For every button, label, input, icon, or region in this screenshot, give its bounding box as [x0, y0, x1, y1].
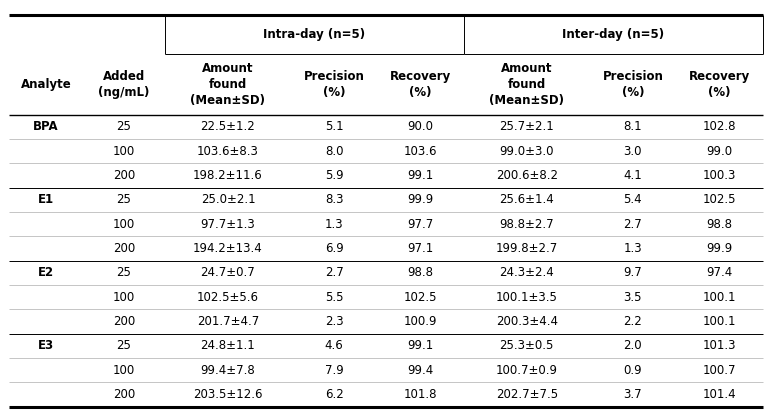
- Text: Recovery
(%): Recovery (%): [689, 70, 750, 99]
- Text: 99.1: 99.1: [408, 339, 434, 352]
- Text: 200: 200: [113, 388, 135, 401]
- Text: 102.5: 102.5: [703, 193, 736, 206]
- Text: 90.0: 90.0: [408, 120, 434, 133]
- Text: 4.1: 4.1: [624, 169, 642, 182]
- Text: Amount
found
(Mean±SD): Amount found (Mean±SD): [191, 62, 266, 107]
- Text: Precision
(%): Precision (%): [303, 70, 364, 99]
- Text: 98.8: 98.8: [408, 266, 434, 279]
- Text: Precision
(%): Precision (%): [602, 70, 663, 99]
- Text: 3.5: 3.5: [624, 291, 642, 304]
- Text: 200.3±4.4: 200.3±4.4: [496, 315, 557, 328]
- Text: 4.6: 4.6: [325, 339, 344, 352]
- Text: 25: 25: [117, 266, 131, 279]
- Text: 99.1: 99.1: [408, 169, 434, 182]
- Text: 198.2±11.6: 198.2±11.6: [193, 169, 262, 182]
- Text: 97.7: 97.7: [408, 218, 434, 231]
- Text: 25: 25: [117, 193, 131, 206]
- Text: 200: 200: [113, 242, 135, 255]
- Text: Added
(ng/mL): Added (ng/mL): [98, 70, 150, 99]
- Text: Intra-day (n=5): Intra-day (n=5): [263, 28, 366, 41]
- Text: 99.9: 99.9: [408, 193, 434, 206]
- Text: 100.7: 100.7: [703, 364, 736, 377]
- Text: 99.0±3.0: 99.0±3.0: [499, 145, 554, 158]
- Text: Inter-day (n=5): Inter-day (n=5): [562, 28, 665, 41]
- Text: 200: 200: [113, 315, 135, 328]
- Text: 101.3: 101.3: [703, 339, 736, 352]
- Text: 97.4: 97.4: [706, 266, 733, 279]
- Text: 1.3: 1.3: [325, 218, 344, 231]
- Text: 3.0: 3.0: [624, 145, 642, 158]
- Text: 2.7: 2.7: [624, 218, 642, 231]
- Text: 5.9: 5.9: [325, 169, 344, 182]
- Text: 100.3: 100.3: [703, 169, 736, 182]
- Text: 100.1: 100.1: [703, 291, 736, 304]
- Text: 97.7±1.3: 97.7±1.3: [201, 218, 256, 231]
- Text: 200.6±8.2: 200.6±8.2: [496, 169, 557, 182]
- Text: 99.4: 99.4: [408, 364, 434, 377]
- Text: 2.7: 2.7: [325, 266, 344, 279]
- Text: 99.9: 99.9: [706, 242, 733, 255]
- Text: 25: 25: [117, 120, 131, 133]
- Text: 24.8±1.1: 24.8±1.1: [201, 339, 256, 352]
- Text: 8.1: 8.1: [624, 120, 642, 133]
- Text: 8.3: 8.3: [325, 193, 344, 206]
- Text: BPA: BPA: [33, 120, 59, 133]
- Text: 103.6±8.3: 103.6±8.3: [197, 145, 259, 158]
- Text: 25.7±2.1: 25.7±2.1: [499, 120, 554, 133]
- Text: 101.8: 101.8: [404, 388, 438, 401]
- Text: 98.8: 98.8: [706, 218, 733, 231]
- Text: 25: 25: [117, 339, 131, 352]
- Text: 103.6: 103.6: [404, 145, 438, 158]
- Text: 100: 100: [113, 291, 135, 304]
- Text: 3.7: 3.7: [624, 388, 642, 401]
- Text: 2.0: 2.0: [624, 339, 642, 352]
- Text: E1: E1: [38, 193, 54, 206]
- Text: 8.0: 8.0: [325, 145, 344, 158]
- Text: 99.4±7.8: 99.4±7.8: [201, 364, 256, 377]
- Text: 6.2: 6.2: [325, 388, 344, 401]
- Text: 7.9: 7.9: [325, 364, 344, 377]
- Text: 100: 100: [113, 218, 135, 231]
- Text: 99.0: 99.0: [706, 145, 733, 158]
- Text: 100.1: 100.1: [703, 315, 736, 328]
- Text: 5.1: 5.1: [325, 120, 344, 133]
- Text: 98.8±2.7: 98.8±2.7: [499, 218, 554, 231]
- Text: 0.9: 0.9: [624, 364, 642, 377]
- Text: 9.7: 9.7: [624, 266, 642, 279]
- Text: 100.7±0.9: 100.7±0.9: [496, 364, 557, 377]
- Text: 24.3±2.4: 24.3±2.4: [499, 266, 554, 279]
- Text: 25.6±1.4: 25.6±1.4: [499, 193, 554, 206]
- Text: 22.5±1.2: 22.5±1.2: [201, 120, 256, 133]
- Text: 100: 100: [113, 364, 135, 377]
- Text: Amount
found
(Mean±SD): Amount found (Mean±SD): [489, 62, 564, 107]
- Text: 5.4: 5.4: [624, 193, 642, 206]
- Text: 202.7±7.5: 202.7±7.5: [496, 388, 558, 401]
- Text: 102.5±5.6: 102.5±5.6: [197, 291, 259, 304]
- Text: 100.1±3.5: 100.1±3.5: [496, 291, 557, 304]
- Text: Recovery
(%): Recovery (%): [390, 70, 452, 99]
- Text: 2.2: 2.2: [624, 315, 642, 328]
- Text: 102.8: 102.8: [703, 120, 736, 133]
- Text: E3: E3: [38, 339, 54, 352]
- Text: 5.5: 5.5: [325, 291, 344, 304]
- Text: 6.9: 6.9: [325, 242, 344, 255]
- Text: 201.7±4.7: 201.7±4.7: [197, 315, 259, 328]
- Text: 24.7±0.7: 24.7±0.7: [201, 266, 256, 279]
- Text: 2.3: 2.3: [325, 315, 344, 328]
- Text: 101.4: 101.4: [703, 388, 736, 401]
- Text: 100: 100: [113, 145, 135, 158]
- Text: 97.1: 97.1: [408, 242, 434, 255]
- Text: 25.0±2.1: 25.0±2.1: [201, 193, 256, 206]
- Text: E2: E2: [38, 266, 54, 279]
- Text: 102.5: 102.5: [404, 291, 438, 304]
- Text: 25.3±0.5: 25.3±0.5: [499, 339, 554, 352]
- Text: 100.9: 100.9: [404, 315, 438, 328]
- Text: 200: 200: [113, 169, 135, 182]
- Text: 1.3: 1.3: [624, 242, 642, 255]
- Text: 194.2±13.4: 194.2±13.4: [193, 242, 262, 255]
- Text: 199.8±2.7: 199.8±2.7: [496, 242, 558, 255]
- Text: 203.5±12.6: 203.5±12.6: [193, 388, 262, 401]
- Text: Analyte: Analyte: [21, 78, 72, 90]
